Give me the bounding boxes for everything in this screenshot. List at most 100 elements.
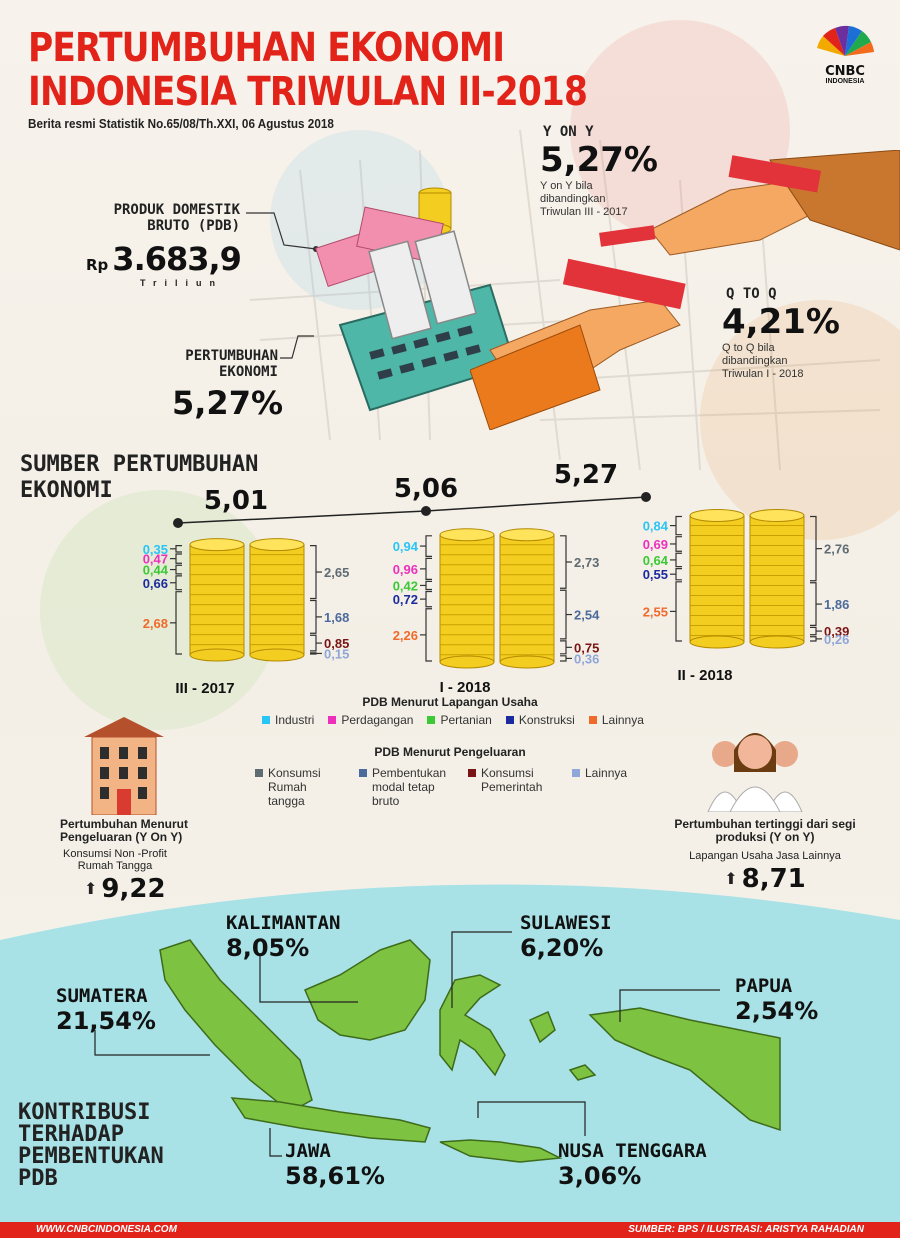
- legend-swatch: [262, 716, 270, 724]
- legend-swatch: [255, 769, 263, 777]
- coin-stack: [499, 534, 555, 663]
- legend-item: Perdagangan: [328, 713, 413, 727]
- total-point: [641, 492, 651, 502]
- region-name: PAPUA: [735, 975, 793, 997]
- legend-swatch: [505, 716, 514, 724]
- legend-label: Pertanian: [440, 713, 492, 727]
- production-value-label: 2,55: [643, 604, 668, 619]
- total-label: 5,27: [554, 460, 618, 490]
- arrow-up-icon: ⬆: [724, 871, 738, 888]
- production-bracket: [175, 545, 182, 553]
- production-bracket: [175, 575, 182, 591]
- arrow-up-icon: ⬆: [84, 881, 98, 898]
- production-value-label: 0,35: [143, 542, 168, 557]
- total-point: [421, 506, 431, 516]
- highlight-right-title: Pertumbuhan tertinggi dari segi produksi…: [674, 817, 856, 844]
- legend-production-title: PDB Menurut Lapangan Usaha: [362, 695, 538, 709]
- production-value-label: 0,64: [643, 553, 669, 568]
- expenditure-value-label: 0,75: [574, 640, 599, 655]
- legend-item: Pembentukan modal tetap bruto: [359, 766, 454, 808]
- legend-item: Pertanian: [427, 713, 492, 727]
- coin-stack: [249, 544, 305, 656]
- legend-production: Industri Perdagangan Pertanian Konstruksi La…: [262, 713, 644, 727]
- legend-swatch: [572, 769, 580, 777]
- production-value-label: 0,44: [143, 563, 169, 578]
- nusa-tenggara-shape: [439, 1139, 563, 1163]
- coin-top: [689, 509, 745, 523]
- legend-label: Industri: [275, 713, 315, 727]
- expenditure-bracket: [310, 634, 317, 652]
- legend-swatch: [468, 769, 476, 777]
- calculator-money-illustration: [315, 187, 517, 412]
- expenditure-bracket: [810, 582, 817, 626]
- expenditure-bracket: [560, 655, 567, 662]
- legend-item: Lainnya: [572, 766, 642, 808]
- coin-bottom: [189, 648, 245, 662]
- house-icon: [84, 717, 164, 815]
- growth-pointer-line: [280, 335, 314, 359]
- logo-text: CNBC: [825, 64, 865, 79]
- papua-shape: [588, 1007, 781, 1132]
- highlight-left-desc: Konsumsi Non -Profit Rumah Tangga: [63, 848, 167, 872]
- legend-item: Lainnya: [588, 713, 644, 727]
- legend-swatch: [328, 716, 337, 724]
- coin-bottom: [749, 635, 805, 649]
- expenditure-value-label: 0,15: [324, 646, 349, 661]
- production-bracket: [675, 568, 682, 581]
- category-label: III - 2017: [175, 680, 234, 697]
- production-bracket: [175, 553, 182, 564]
- production-bracket: [675, 515, 682, 536]
- sources-heading: SUMBER PERTUMBUHAN EKONOMI: [20, 452, 258, 504]
- peacock-icon: [817, 25, 874, 56]
- legend-label: Lainnya: [585, 766, 628, 780]
- production-bracket: [675, 581, 682, 642]
- expenditure-value-label: 0,26: [824, 632, 849, 647]
- production-value-label: 0,55: [643, 567, 668, 582]
- region-name: JAWA: [285, 1140, 331, 1162]
- expenditure-value-label: 0,36: [574, 651, 599, 666]
- region-jawa: JAWA 58,61%: [285, 1140, 385, 1190]
- coin-top: [499, 528, 555, 542]
- legend-item: Konsumsi Pemerintah: [468, 766, 558, 808]
- production-value-label: 0,96: [393, 562, 418, 577]
- footer-source: SUMBER: BPS / ILUSTRASI: ARISTYA RAHADIA…: [628, 1224, 864, 1235]
- region-value: 6,20%: [520, 934, 604, 962]
- production-bracket: [425, 557, 432, 580]
- region-value: 8,05%: [226, 934, 310, 962]
- expenditure-bracket: [810, 515, 817, 582]
- pdb-value-row: Rp 3.683,9: [86, 240, 242, 278]
- coin-top: [249, 538, 305, 552]
- legend-label: Pembentukan modal tetap bruto: [372, 766, 447, 808]
- pdb-label: PRODUK DOMESTIK BRUTO (PDB): [113, 202, 240, 234]
- sulawesi-shape: [439, 974, 506, 1077]
- expenditure-bracket: [560, 589, 567, 640]
- legend-swatch: [427, 716, 436, 724]
- coin-stack: [439, 534, 495, 663]
- expenditure-value-label: 2,76: [824, 542, 849, 557]
- region-value: 3,06%: [558, 1162, 642, 1190]
- expenditure-value-label: 1,86: [824, 597, 849, 612]
- title-line-1: PERTUMBUHAN EKONOMI: [28, 25, 505, 71]
- yoy-label: Y ON Y: [543, 124, 594, 140]
- total-point: [173, 518, 183, 528]
- category-label: I - 2018: [440, 679, 491, 696]
- region-nusa-tenggara: NUSA TENGGARA 3,06%: [558, 1140, 707, 1190]
- sources-heading-line-1: SUMBER PERTUMBUHAN: [20, 452, 259, 477]
- expenditure-value-label: 0,39: [824, 624, 849, 639]
- legend-expenditure-title: PDB Menurut Pengeluaran: [374, 745, 526, 759]
- background-sketch: [40, 20, 900, 730]
- production-bracket: [675, 536, 682, 552]
- expenditure-bracket: [560, 535, 567, 589]
- legend-label: Konstruksi: [518, 713, 575, 727]
- regions-heading-line: TERHADAP: [18, 1122, 124, 1147]
- expenditure-bracket: [560, 640, 567, 655]
- regions-heading-line: PEMBENTUKAN: [18, 1144, 164, 1169]
- footer-website-link[interactable]: WWW.CNBCINDONESIA.COM: [36, 1224, 177, 1235]
- coin-bottom: [689, 635, 745, 649]
- region-papua: PAPUA 2,54%: [735, 975, 818, 1025]
- highlight-right-value: 8,71: [741, 864, 806, 894]
- highlight-right-desc: Lapangan Usaha Jasa Lainnya: [689, 850, 841, 862]
- production-bracket: [425, 535, 432, 557]
- subtitle: Berita resmi Statistik No.65/08/Th.XXI, …: [28, 116, 334, 131]
- region-value: 58,61%: [285, 1162, 385, 1190]
